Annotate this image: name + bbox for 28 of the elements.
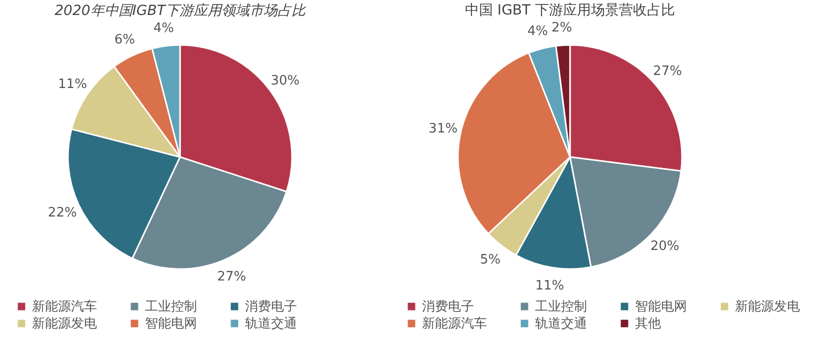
- data-label: 4%: [527, 24, 548, 40]
- data-label: 6%: [114, 32, 135, 48]
- legend-label: 消费电子: [245, 300, 297, 315]
- chart-title: 中国 IGBT 下游应用场景营收占比: [464, 2, 676, 18]
- data-label: 22%: [48, 205, 77, 220]
- data-label: 27%: [217, 269, 246, 284]
- legend-label: 智能电网: [635, 300, 687, 315]
- legend-label: 消费电子: [422, 300, 474, 315]
- legend-label: 工业控制: [145, 300, 197, 315]
- legend-label: 其他: [635, 316, 661, 332]
- legend-label: 工业控制: [535, 300, 587, 315]
- data-label: 5%: [480, 252, 501, 268]
- data-label: 27%: [653, 64, 682, 80]
- legend-label: 轨道交通: [535, 316, 587, 332]
- data-label: 11%: [535, 278, 564, 294]
- legend-label: 智能电网: [145, 316, 197, 332]
- legend-label: 新能源发电: [735, 300, 800, 315]
- data-label: 30%: [270, 74, 300, 89]
- legend-label: 轨道交通: [245, 316, 297, 332]
- legend-label: 新能源发电: [32, 316, 97, 332]
- data-label: 11%: [58, 76, 87, 92]
- data-label: 2%: [552, 20, 572, 36]
- data-label: 4%: [153, 21, 174, 36]
- legend-label: 新能源汽车: [32, 300, 97, 315]
- data-label: 20%: [650, 238, 680, 254]
- chart-title: 2020年中国IGBT下游应用领域市场占比: [54, 3, 306, 20]
- legend-label: 新能源汽车: [422, 316, 487, 332]
- data-label: 31%: [428, 122, 458, 137]
